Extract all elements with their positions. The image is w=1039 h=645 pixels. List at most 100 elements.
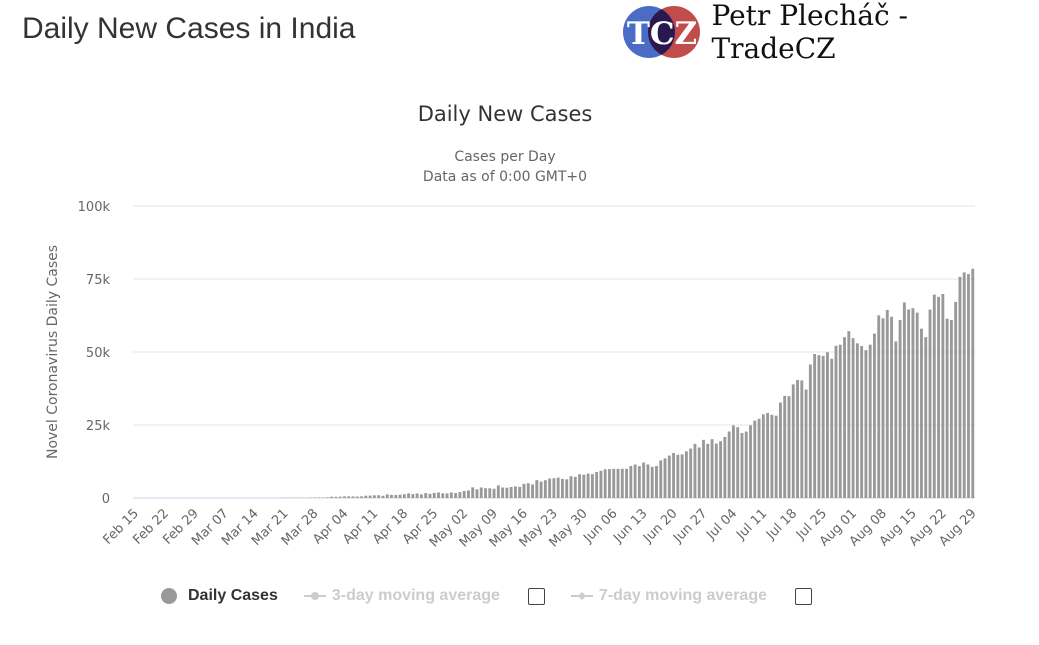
bar[interactable] <box>770 414 774 498</box>
bar[interactable] <box>761 414 765 498</box>
bar[interactable] <box>488 488 492 498</box>
bar[interactable] <box>868 344 872 498</box>
bar[interactable] <box>847 331 851 498</box>
bar[interactable] <box>479 487 483 498</box>
bar[interactable] <box>552 478 556 498</box>
bar[interactable] <box>372 495 376 498</box>
bar[interactable] <box>625 468 628 498</box>
bar[interactable] <box>778 402 782 498</box>
bar[interactable] <box>642 462 646 498</box>
bar[interactable] <box>962 272 966 498</box>
bar[interactable] <box>449 492 453 498</box>
bar[interactable] <box>757 418 761 498</box>
bar[interactable] <box>561 478 564 498</box>
bar[interactable] <box>317 497 321 498</box>
bar[interactable] <box>428 493 432 498</box>
legend-3-day-average[interactable]: 3-day moving average <box>303 586 500 606</box>
bar[interactable] <box>351 496 355 498</box>
bar[interactable] <box>646 464 650 498</box>
bar[interactable] <box>749 425 752 498</box>
bar[interactable] <box>454 492 458 498</box>
bar[interactable] <box>407 493 411 498</box>
bar[interactable] <box>590 474 594 498</box>
bar[interactable] <box>347 496 351 498</box>
bar[interactable] <box>637 466 641 498</box>
bar[interactable] <box>415 493 419 498</box>
bar[interactable] <box>492 488 496 498</box>
legend-7-day-average[interactable]: 7-day moving average <box>570 586 767 606</box>
bar[interactable] <box>885 309 889 498</box>
bar[interactable] <box>864 350 868 498</box>
bar[interactable] <box>633 464 637 498</box>
bar[interactable] <box>599 470 603 498</box>
bar[interactable] <box>462 491 466 498</box>
bar[interactable] <box>744 431 748 498</box>
bar[interactable] <box>441 493 445 498</box>
bar[interactable] <box>710 439 714 498</box>
bar[interactable] <box>731 425 735 498</box>
bar[interactable] <box>364 495 368 498</box>
bar[interactable] <box>697 447 701 498</box>
bar[interactable] <box>526 483 530 498</box>
bar[interactable] <box>958 276 962 498</box>
bar[interactable] <box>390 494 393 498</box>
bar[interactable] <box>432 492 436 498</box>
bar[interactable] <box>894 341 898 498</box>
bar[interactable] <box>569 476 573 498</box>
bar[interactable] <box>445 493 449 498</box>
bar[interactable] <box>513 486 517 498</box>
bar[interactable] <box>458 492 462 498</box>
bar[interactable] <box>672 452 676 498</box>
bar[interactable] <box>484 488 487 498</box>
bar[interactable] <box>766 413 770 498</box>
bar[interactable] <box>616 468 620 498</box>
bar[interactable] <box>706 443 710 498</box>
bar[interactable] <box>838 344 842 498</box>
bar[interactable] <box>808 364 812 498</box>
bar[interactable] <box>684 451 688 498</box>
bar[interactable] <box>689 448 693 498</box>
bar[interactable] <box>655 465 658 498</box>
bar[interactable] <box>411 494 415 498</box>
bar[interactable] <box>531 484 534 498</box>
bar[interactable] <box>971 268 975 498</box>
bar[interactable] <box>360 496 364 498</box>
bar[interactable] <box>565 479 569 498</box>
bar[interactable] <box>385 494 389 498</box>
legend-daily-cases[interactable]: Daily Cases <box>160 586 278 606</box>
bar[interactable] <box>680 454 684 498</box>
bar[interactable] <box>945 318 949 498</box>
bar[interactable] <box>325 497 329 498</box>
bar[interactable] <box>843 337 846 498</box>
bar[interactable] <box>796 379 799 498</box>
bar[interactable] <box>330 496 334 498</box>
bar[interactable] <box>518 486 522 498</box>
bar[interactable] <box>424 493 428 498</box>
bar[interactable] <box>817 355 821 498</box>
bar[interactable] <box>851 338 855 498</box>
bar[interactable] <box>338 496 342 498</box>
bar[interactable] <box>603 469 607 498</box>
bar[interactable] <box>855 343 859 498</box>
bar[interactable] <box>911 308 915 498</box>
bar[interactable] <box>949 319 953 498</box>
bar[interactable] <box>368 495 372 498</box>
bar[interactable] <box>826 352 829 498</box>
bar[interactable] <box>582 474 586 498</box>
bar[interactable] <box>556 477 560 498</box>
bar[interactable] <box>496 485 500 498</box>
bar[interactable] <box>659 460 663 498</box>
bar[interactable] <box>813 354 817 498</box>
bar[interactable] <box>343 496 346 498</box>
bar[interactable] <box>873 333 876 498</box>
bar[interactable] <box>501 487 505 498</box>
bar[interactable] <box>907 309 911 498</box>
bar[interactable] <box>381 495 385 498</box>
bar[interactable] <box>902 302 906 498</box>
bar[interactable] <box>753 420 757 498</box>
bar[interactable] <box>860 346 864 498</box>
bar[interactable] <box>830 358 834 498</box>
bar[interactable] <box>693 443 697 498</box>
bar[interactable] <box>834 345 838 498</box>
bar[interactable] <box>539 481 543 498</box>
